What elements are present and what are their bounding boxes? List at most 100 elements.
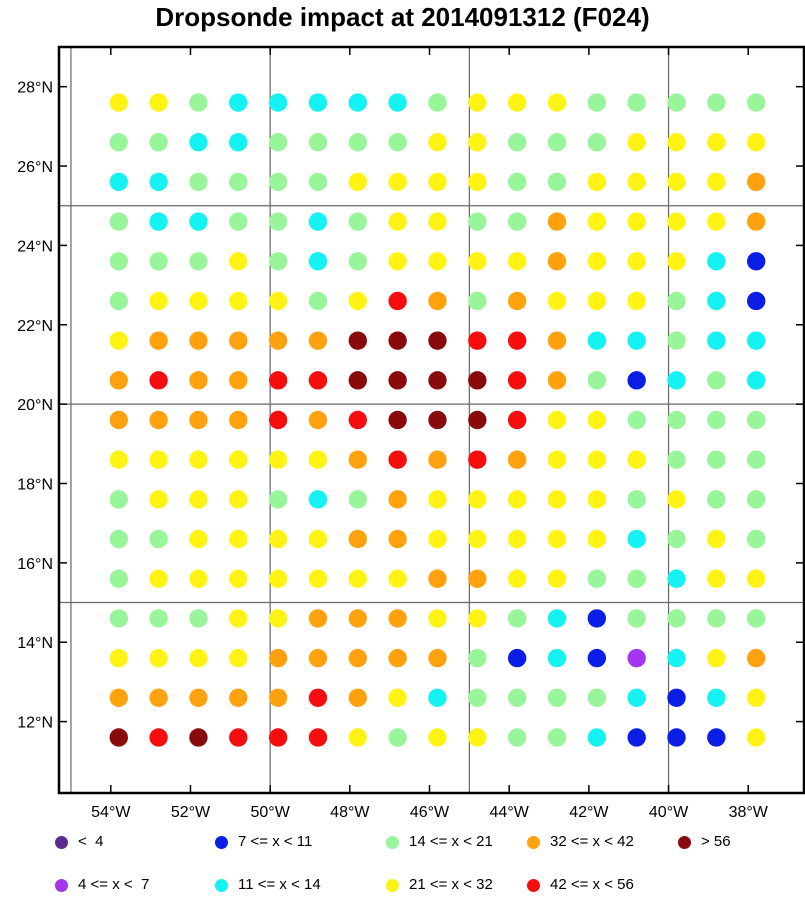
y-tick-label: 22°N [17, 318, 53, 335]
data-point [308, 728, 328, 747]
data-point [468, 688, 487, 707]
data-point [428, 609, 447, 628]
data-point [348, 252, 367, 271]
data-point [229, 252, 248, 271]
data-point [348, 529, 367, 549]
data-point [707, 688, 726, 707]
x-tick-label: 42°W [569, 804, 609, 821]
data-point [746, 609, 766, 628]
data-point [547, 212, 567, 231]
legend-item: 7 <= x < 11 [215, 832, 312, 852]
data-point [547, 688, 567, 707]
data-point [348, 133, 367, 152]
data-point [109, 529, 128, 549]
x-tick-label: 52°W [171, 804, 211, 821]
data-point [468, 331, 487, 350]
data-point [468, 212, 487, 231]
data-point [388, 450, 407, 469]
data-point [428, 728, 447, 747]
data-points [109, 93, 766, 747]
data-point [149, 331, 168, 350]
data-point [189, 291, 208, 311]
data-point [149, 609, 168, 628]
data-point [587, 133, 607, 152]
data-point [667, 529, 686, 549]
x-tick-label: 48°W [330, 804, 370, 821]
y-tick-label: 18°N [17, 476, 53, 493]
data-point [308, 331, 328, 350]
y-tick-label: 26°N [17, 159, 53, 176]
data-point [587, 172, 607, 192]
data-point [746, 371, 766, 390]
data-point [627, 490, 646, 509]
data-point [268, 529, 288, 549]
data-point [587, 410, 607, 430]
data-point [189, 252, 208, 271]
data-point [109, 490, 128, 509]
data-point [109, 212, 128, 231]
data-point [667, 569, 686, 588]
data-point [308, 688, 328, 707]
data-point [627, 569, 646, 588]
data-point [547, 252, 567, 271]
data-point [627, 728, 646, 747]
data-point [308, 569, 328, 588]
data-point [667, 490, 686, 509]
legend-swatch [386, 878, 399, 892]
data-point [348, 490, 367, 509]
data-point [149, 410, 168, 430]
legend-label: < 4 [78, 833, 104, 850]
data-point [468, 410, 487, 430]
data-point [229, 450, 248, 469]
data-point [507, 609, 527, 628]
data-point [109, 688, 128, 707]
legend-swatch [386, 835, 399, 849]
data-point [547, 609, 567, 628]
data-point [627, 371, 646, 390]
data-point [308, 410, 328, 430]
data-point [507, 450, 527, 469]
data-point [547, 172, 567, 192]
data-point [746, 410, 766, 430]
data-point [189, 648, 208, 668]
data-point [587, 490, 607, 509]
data-point [189, 569, 208, 588]
data-point [268, 648, 288, 668]
data-point [547, 569, 567, 588]
data-point [149, 93, 168, 112]
data-point [707, 529, 726, 549]
data-point [388, 688, 407, 707]
data-point [468, 371, 487, 390]
data-point [388, 609, 407, 628]
data-point [746, 490, 766, 509]
data-point [388, 648, 407, 668]
data-point [667, 728, 686, 747]
legend-item: 42 <= x < 56 [527, 875, 634, 895]
data-point [229, 648, 248, 668]
data-point [627, 172, 646, 192]
data-point [507, 371, 527, 390]
data-point [189, 331, 208, 350]
data-point [348, 172, 367, 192]
data-point [627, 688, 646, 707]
data-point [268, 331, 288, 350]
data-point [667, 410, 686, 430]
data-point [627, 331, 646, 350]
data-point [308, 529, 328, 549]
data-point [268, 252, 288, 271]
data-point [268, 569, 288, 588]
data-point [109, 410, 128, 430]
data-point [308, 133, 328, 152]
data-point [428, 490, 447, 509]
data-point [388, 172, 407, 192]
data-point [547, 490, 567, 509]
data-point [388, 569, 407, 588]
data-point [547, 648, 567, 668]
data-point [348, 609, 367, 628]
data-point [388, 252, 407, 271]
data-point [547, 291, 567, 311]
data-point [268, 133, 288, 152]
legend-label: 42 <= x < 56 [550, 876, 634, 893]
data-point [229, 490, 248, 509]
